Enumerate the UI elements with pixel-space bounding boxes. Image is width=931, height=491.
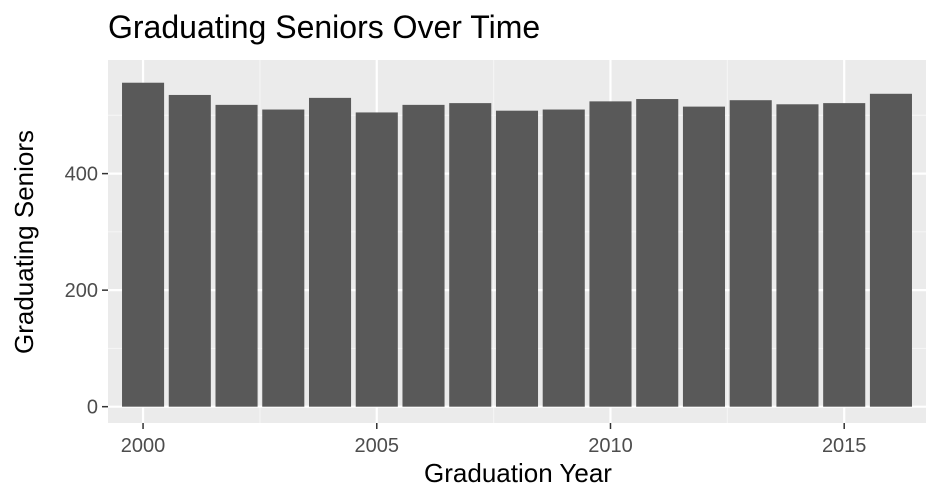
bar-2000 [122, 82, 165, 407]
bar-2001 [168, 94, 211, 407]
bar-2003 [262, 109, 305, 407]
bar-2014 [776, 104, 819, 407]
x-tick-label: 2000 [121, 435, 166, 457]
y-axis: 0 200 400 [65, 164, 108, 419]
y-tick-label: 400 [65, 164, 98, 186]
bar-2012 [682, 106, 726, 407]
x-tick-label: 2015 [822, 435, 867, 457]
bar-2010 [589, 101, 632, 407]
x-axis: 2000 2005 2010 2015 [121, 423, 867, 457]
bar-2013 [729, 100, 772, 407]
x-axis-title: Graduation Year [424, 458, 612, 488]
y-tick-label: 200 [65, 280, 98, 302]
bar-2016 [869, 93, 912, 407]
y-axis-title: Graduating Seniors [9, 130, 39, 354]
bar-2007 [449, 103, 492, 407]
chart-title: Graduating Seniors Over Time [108, 9, 540, 45]
y-tick-label: 0 [87, 397, 98, 419]
x-tick-label: 2005 [355, 435, 400, 457]
bar-2015 [823, 103, 866, 407]
bars [122, 82, 912, 407]
bar-2005 [355, 112, 398, 407]
bar-2004 [308, 97, 352, 407]
bar-2006 [402, 104, 445, 407]
bar-2008 [495, 110, 539, 407]
bar-2009 [542, 109, 585, 407]
bar-2011 [636, 99, 679, 407]
bar-2002 [215, 104, 258, 407]
x-tick-label: 2010 [588, 435, 633, 457]
